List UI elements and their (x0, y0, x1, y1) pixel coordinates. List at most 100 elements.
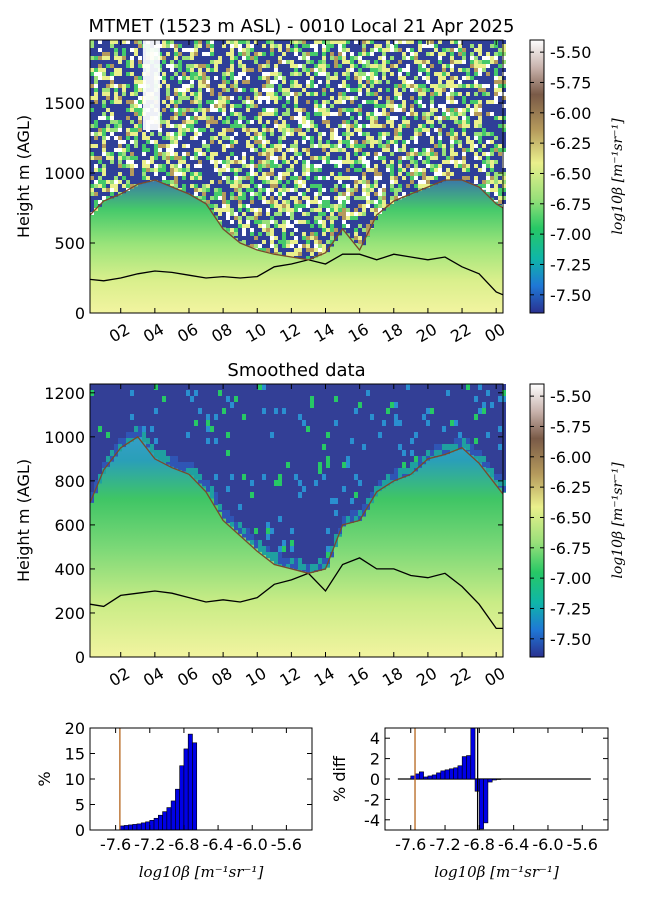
heatmap-cell (234, 160, 238, 164)
heatmap-cell (434, 140, 438, 144)
heatmap-cell (190, 48, 194, 52)
heatmap-cell (102, 432, 106, 438)
heatmap-cell (286, 128, 290, 132)
heatmap-cell (354, 48, 358, 52)
heatmap-cell (310, 200, 314, 204)
heatmap-cell (106, 160, 110, 164)
heatmap-cell (194, 84, 198, 88)
heatmap-cell (198, 136, 202, 140)
heatmap-cell (458, 136, 462, 140)
heatmap-cell (290, 68, 294, 72)
heatmap-cell (494, 168, 498, 172)
heatmap-cell (178, 40, 182, 44)
heatmap-cell (386, 188, 390, 192)
heatmap-cell (502, 204, 506, 208)
heatmap-cell (474, 124, 478, 128)
heatmap-cell (298, 64, 302, 68)
heatmap-cell (382, 168, 386, 172)
heatmap-cell (362, 116, 366, 120)
heatmap-cell (454, 76, 458, 80)
heatmap-cell (234, 204, 238, 208)
heatmap-cell (134, 120, 138, 124)
heatmap-cell (410, 160, 414, 164)
heatmap-cell (322, 128, 326, 132)
heatmap-cell (450, 100, 454, 104)
heatmap-cell (338, 180, 342, 184)
heatmap-cell (190, 104, 194, 108)
heatmap-cell (206, 40, 210, 44)
heatmap-cell (106, 96, 110, 100)
heatmap-cell (310, 216, 314, 220)
heatmap-cell (358, 184, 362, 188)
heatmap-cell (230, 156, 234, 160)
heatmap-cell (182, 402, 186, 408)
heatmap-cell (214, 88, 218, 92)
heatmap-cell (334, 204, 338, 208)
heatmap-cell (118, 152, 122, 156)
heatmap-cell (314, 200, 318, 204)
heatmap-cell (142, 132, 146, 136)
heatmap-cell (362, 172, 366, 176)
heatmap-cell (258, 56, 262, 60)
heatmap-cell (250, 136, 254, 140)
heatmap-cell (182, 384, 186, 390)
heatmap-cell (398, 164, 402, 168)
heatmap-cell (498, 44, 502, 48)
heatmap-cell (374, 180, 378, 184)
heatmap-cell (302, 188, 306, 192)
heatmap-cell (214, 160, 218, 164)
heatmap-cell (410, 180, 414, 184)
heatmap-cell (498, 148, 502, 152)
heatmap-cell (146, 176, 150, 180)
heatmap-cell (122, 140, 126, 144)
heatmap-cell (450, 120, 454, 124)
heatmap-cell (290, 96, 294, 100)
heatmap-cell (162, 44, 166, 48)
heatmap-cell (294, 132, 298, 136)
heatmap-cell (94, 396, 98, 402)
heatmap-cell (386, 40, 390, 44)
heatmap-cell (222, 104, 226, 108)
heatmap-cell (238, 92, 242, 96)
heatmap-cell (358, 228, 362, 232)
heatmap-cell (390, 196, 394, 200)
heatmap-cell (170, 432, 174, 438)
heatmap-cell (486, 184, 490, 188)
heatmap-cell (474, 168, 478, 172)
heatmap-cell (214, 180, 218, 184)
heatmap-cell (242, 232, 246, 236)
heatmap-cell (286, 52, 290, 56)
heatmap-cell (202, 184, 206, 188)
heatmap-cell (194, 100, 198, 104)
heatmap-cell (166, 402, 170, 408)
heatmap-cell (334, 232, 338, 236)
heatmap-cell (182, 88, 186, 92)
heatmap-cell (138, 160, 142, 164)
heatmap-cell (286, 196, 290, 200)
heatmap-cell (278, 100, 282, 104)
heatmap-cell (354, 72, 358, 76)
heatmap-cell (458, 60, 462, 64)
heatmap-cell (206, 176, 210, 180)
heatmap-cell (306, 44, 310, 48)
heatmap-cell (186, 84, 190, 88)
heatmap-cell (126, 88, 130, 92)
heatmap-cell (154, 172, 158, 176)
heatmap-cell (286, 216, 290, 220)
heatmap-cell (410, 156, 414, 160)
heatmap-cell (238, 88, 242, 92)
heatmap-cell (354, 220, 358, 224)
heatmap-cell (342, 56, 346, 60)
heatmap-cell (314, 192, 318, 196)
heatmap-cell (350, 136, 354, 140)
heatmap-cell (274, 248, 278, 252)
heatmap-cell (302, 220, 306, 224)
heatmap-cell (150, 176, 154, 180)
heatmap-cell (314, 116, 318, 120)
heatmap-cell (114, 408, 118, 414)
heatmap-cell (118, 108, 122, 112)
heatmap-cell (454, 68, 458, 72)
heatmap-cell (170, 450, 174, 456)
heatmap-cell (158, 40, 162, 44)
heatmap-cell (122, 402, 126, 408)
